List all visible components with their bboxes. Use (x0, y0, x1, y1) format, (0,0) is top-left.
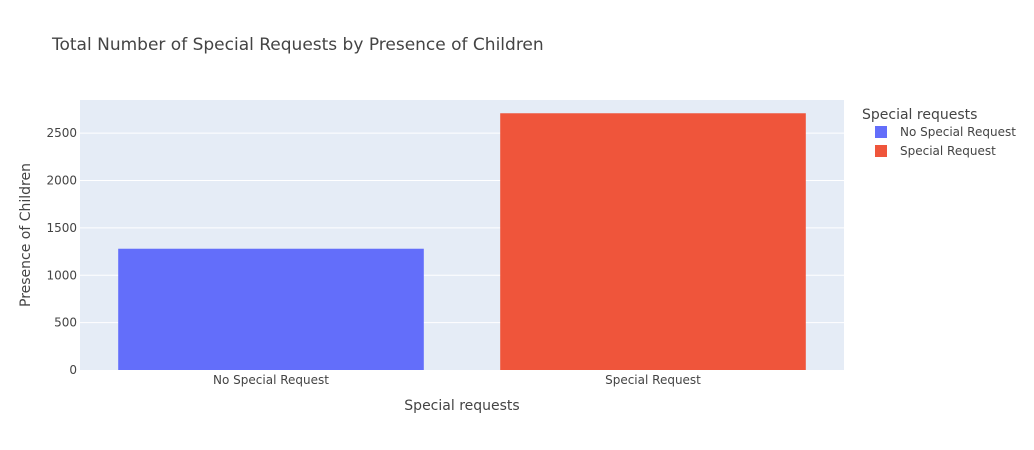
bar[interactable] (118, 248, 424, 370)
bars (118, 113, 806, 371)
legend-entry-label[interactable]: Special Request (900, 144, 996, 158)
y-tick-label: 1500 (46, 221, 77, 235)
y-axis-title: Presence of Children (18, 163, 34, 307)
legend-swatch[interactable] (875, 126, 887, 138)
legend-swatch[interactable] (875, 145, 887, 157)
y-axis-ticks: 0 500 1000 1500 2000 2500 (46, 126, 77, 377)
x-tick-label: Special Request (605, 373, 701, 387)
bar[interactable] (500, 113, 806, 371)
y-tick-label: 2500 (46, 126, 77, 140)
x-tick-label: No Special Request (213, 373, 329, 387)
chart-title: Total Number of Special Requests by Pres… (51, 35, 544, 55)
legend[interactable]: No Special Request Special Request (875, 125, 1016, 158)
y-tick-label: 2000 (46, 174, 77, 188)
y-tick-label: 1000 (46, 268, 77, 282)
legend-title: Special requests (862, 107, 977, 123)
x-axis-title: Special requests (404, 398, 519, 414)
y-tick-label: 500 (54, 316, 77, 330)
x-axis-ticks: No Special Request Special Request (213, 373, 701, 387)
y-tick-label: 0 (69, 363, 77, 377)
legend-entry-label[interactable]: No Special Request (900, 125, 1016, 139)
